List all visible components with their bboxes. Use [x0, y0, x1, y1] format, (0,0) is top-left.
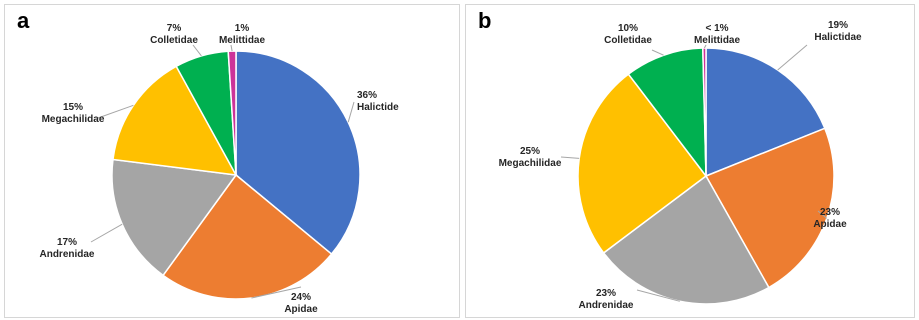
pie-chart-b: 19%Halictidae23%Apidae23%Andrenidae25%Me… [499, 20, 862, 311]
slice-percent-megachilidae: 25% [520, 146, 540, 157]
leader-line-melittidae [703, 44, 707, 49]
pie-slice-halictide [235, 50, 361, 256]
leader-line-andrenidae [636, 289, 680, 302]
leader-line-apidae [817, 210, 828, 219]
pie-chart-a: 36%Halictide 24%Apidae 17%Andrenidae 15%Meg… [39, 23, 399, 315]
slice-percent-colletidae: 7% [167, 23, 182, 34]
leader-line-colletidae [192, 44, 202, 57]
slice-percent-apidae: 24% [291, 292, 311, 303]
slice-percent-andrenidae: 17% [57, 237, 77, 248]
panel-letter-b: b [478, 8, 492, 33]
pie-slice-colletidae [627, 47, 707, 179]
slice-name-megachilidae: Megachilidae [42, 114, 105, 125]
leader-line-melittidae [230, 44, 233, 52]
leader-line-colletidae [651, 49, 664, 56]
pie-slice-halictidae [705, 47, 826, 178]
leader-line-andrenidae [90, 223, 123, 243]
slice-name-melittidae: Melittidae [694, 35, 741, 46]
leader-line-megachilidae [560, 156, 580, 159]
slice-name-colletidae: Colletidae [150, 35, 198, 46]
slice-name-apidae: Apidae [813, 219, 847, 230]
slice-name-andrenidae: Andrenidae [578, 300, 633, 311]
slice-name-melittidae: Melittidae [219, 35, 266, 46]
pie-slice-megachilidae [112, 65, 238, 176]
slice-name-andrenidae: Andrenidae [39, 249, 94, 260]
slice-name-apidae: Apidae [284, 304, 318, 315]
chart-panel-a: a 36% Halictide 24% Apidae 17% Andrenidae 15% M… [4, 4, 460, 318]
slice-percent-andrenidae: 23% [596, 288, 616, 299]
leader-line-megachilidae [97, 104, 134, 119]
slice-percent-halictidae: 19% [828, 20, 848, 31]
slice-name-colletidae: Colletidae [604, 35, 652, 46]
slice-percent-megachilidae: 15% [63, 102, 83, 113]
pie-slice-megachilidae [577, 73, 708, 254]
slice-percent-melittidae: 1% [235, 23, 250, 34]
slice-percent-apidae: 23% [820, 207, 840, 218]
slice-name-halictidae: Halictidae [814, 32, 862, 43]
slice-name-halictide: Halictide [357, 102, 399, 113]
slice-name-megachilidae: Megachilidae [499, 158, 562, 169]
chart-panel-b: b 19% Halictidae 23% Apidae 23% Andrenidae 25%… [465, 4, 915, 318]
leader-line-halictide [347, 101, 355, 123]
leader-line-halictidae [777, 44, 808, 71]
pie-slice-melittidae [702, 47, 707, 177]
pie-slice-andrenidae [111, 158, 238, 277]
slice-percent-colletidae: 10% [618, 23, 638, 34]
leader-line-apidae [251, 286, 302, 299]
slice-percent-melittidae: < 1% [705, 23, 728, 34]
slice-percent-halictide: 36% [357, 90, 377, 101]
panel-letter-a: a [17, 8, 30, 33]
